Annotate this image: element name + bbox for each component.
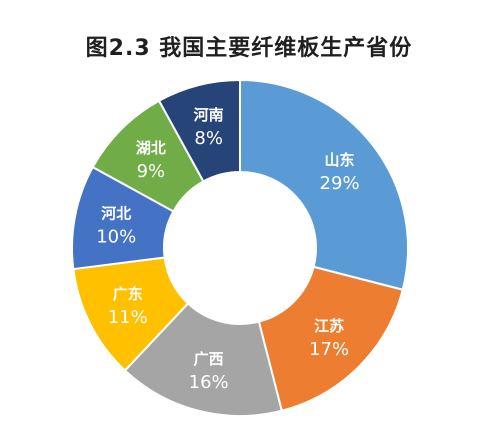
slice-value-5: 9% bbox=[137, 161, 166, 182]
slice-2 bbox=[123, 301, 283, 417]
slice-1 bbox=[257, 265, 404, 412]
slice-value-4: 10% bbox=[96, 226, 136, 247]
slice-value-1: 17% bbox=[309, 339, 349, 360]
slice-value-6: 8% bbox=[194, 128, 223, 149]
slice-label-5: 湖北 bbox=[136, 139, 166, 157]
slice-6 bbox=[157, 78, 241, 183]
slice-0 bbox=[239, 78, 409, 291]
slice-label-3: 广东 bbox=[113, 285, 143, 303]
slice-label-0: 山东 bbox=[325, 151, 355, 169]
slice-label-1: 江苏 bbox=[314, 317, 344, 335]
slice-value-3: 11% bbox=[108, 307, 148, 328]
slice-label-6: 河南 bbox=[194, 106, 224, 124]
slice-value-0: 29% bbox=[320, 173, 360, 194]
slice-label-2: 广西 bbox=[194, 350, 224, 368]
slice-label-4: 河北 bbox=[101, 204, 131, 222]
slice-value-2: 16% bbox=[189, 372, 229, 393]
chart-title: 图2.3 我国主要纤维板生产省份 bbox=[85, 36, 413, 61]
